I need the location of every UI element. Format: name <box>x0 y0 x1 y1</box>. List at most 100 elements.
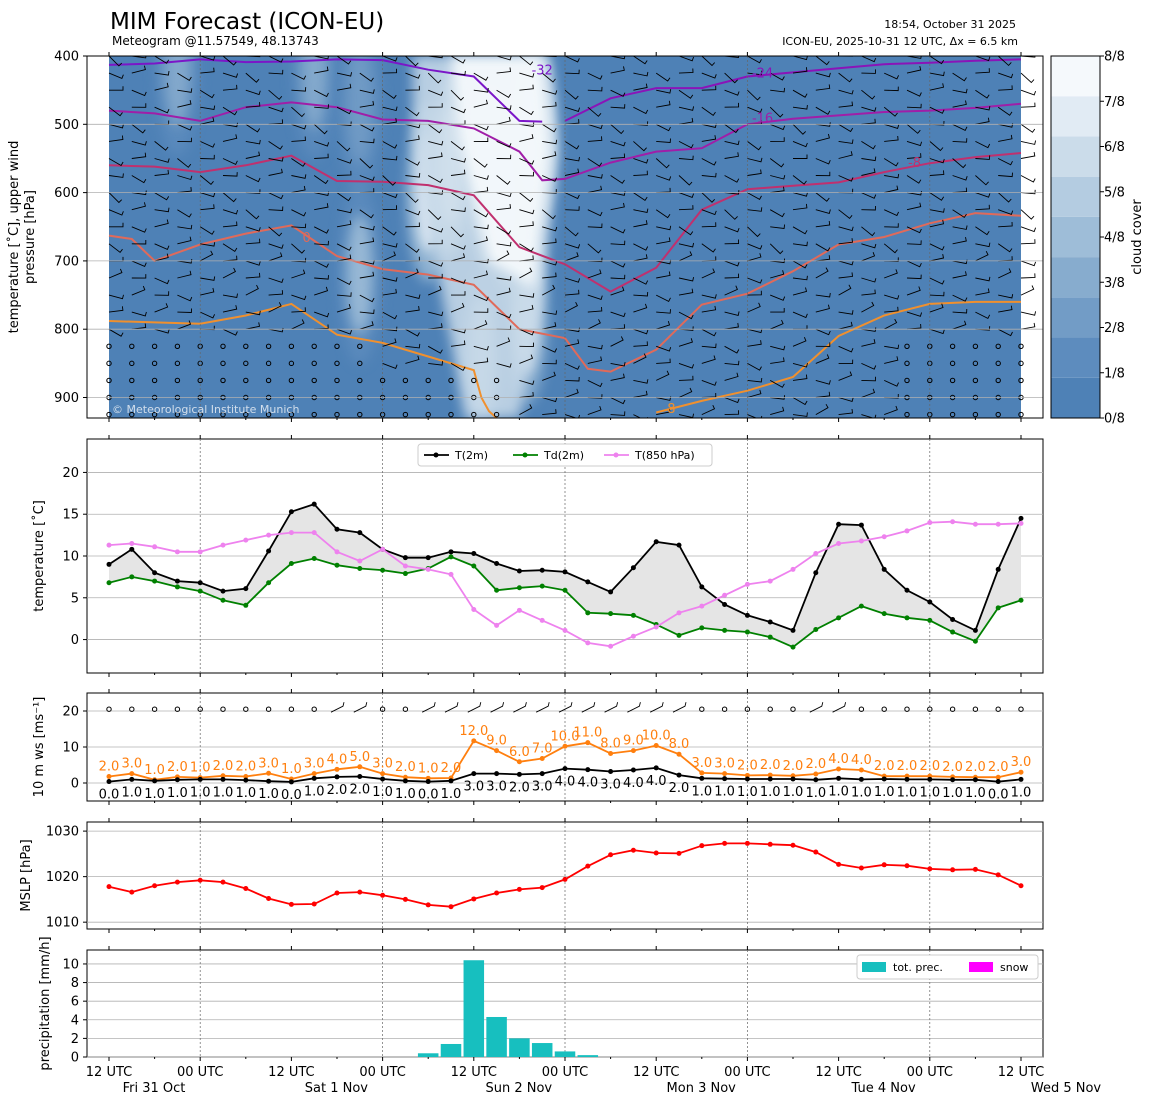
wind-barb <box>108 135 124 142</box>
gust-label: 2.0 <box>235 760 256 775</box>
calm-wind-marker <box>744 706 751 712</box>
wind-barb <box>291 319 305 330</box>
wind-barb <box>929 170 945 176</box>
y-tick-label: 600 <box>54 186 79 201</box>
y-tick-label: 20 <box>62 466 79 481</box>
wind-barb <box>154 141 169 151</box>
wind-barb <box>245 238 261 245</box>
wind-barb <box>975 89 990 99</box>
wind-barb <box>154 158 170 163</box>
data-point <box>425 779 431 785</box>
wind-barb <box>770 345 786 351</box>
wind-barb <box>747 192 762 201</box>
wind-barb <box>678 226 694 236</box>
wind-barb <box>861 106 877 112</box>
colorbar-tick-label: 6/8 <box>1104 140 1125 155</box>
wind-barb <box>109 86 124 91</box>
data-point <box>152 778 158 784</box>
calm-wind-marker <box>220 343 226 349</box>
wind-barb <box>587 306 603 313</box>
wind-barb <box>336 56 352 65</box>
isotherm-label: -24 <box>752 66 773 81</box>
mean-wind-label: 1.0 <box>1011 785 1032 800</box>
wind-barb <box>770 224 786 230</box>
wind-barb <box>770 258 786 264</box>
data-point <box>220 597 226 603</box>
data-point <box>288 901 294 907</box>
wind-barb <box>382 362 398 369</box>
wind-barb <box>108 328 124 337</box>
mean-wind-label: 1.0 <box>144 787 165 802</box>
wind-barb <box>222 221 238 228</box>
wind-barb <box>108 72 124 79</box>
wind-barb <box>450 253 466 262</box>
wind-barb <box>747 377 763 383</box>
data-point <box>174 578 180 584</box>
wind-barb <box>656 271 671 279</box>
wind-barb <box>838 371 853 381</box>
calm-wind-marker <box>151 360 158 367</box>
wind-barb <box>906 240 922 245</box>
wind-barb <box>952 138 968 143</box>
legend-marker <box>522 452 528 458</box>
wind-barb <box>199 175 214 186</box>
data-point <box>836 540 842 546</box>
wind-barb <box>542 226 558 232</box>
wind-barb <box>1020 260 1037 267</box>
wind-barb <box>428 273 443 279</box>
wind-barb <box>291 174 307 179</box>
data-point <box>539 771 545 777</box>
calm-wind-marker <box>949 343 956 349</box>
data-point <box>744 612 750 618</box>
wind-barb <box>815 403 829 415</box>
mean-wind-label: 2.0 <box>509 780 530 795</box>
wind-barb <box>838 359 854 365</box>
wind-barb <box>884 185 899 194</box>
wind-barb <box>792 412 808 417</box>
data-point <box>767 841 773 847</box>
legend-box <box>417 443 713 467</box>
wind-barb <box>291 185 306 194</box>
calm-wind-marker <box>972 706 979 712</box>
wind-barb <box>587 405 602 416</box>
wind-barb <box>222 267 237 279</box>
data-point <box>608 768 614 774</box>
legend-marker <box>433 452 439 458</box>
wind-barb <box>222 192 237 203</box>
data-point <box>950 617 956 623</box>
wind-barb <box>108 123 124 129</box>
data-point <box>448 549 454 555</box>
data-point <box>243 777 249 783</box>
surface-wind-barb <box>535 702 550 713</box>
data-point <box>836 861 842 867</box>
wind-barb <box>473 345 489 351</box>
wind-barb <box>291 209 307 217</box>
wind-barb <box>610 66 625 74</box>
wind-barb <box>222 84 238 91</box>
calm-wind-marker <box>448 377 454 384</box>
wind-barb <box>428 103 443 108</box>
wind-barb <box>701 172 717 178</box>
wind-barb <box>496 67 512 74</box>
wind-barb <box>656 408 671 416</box>
data-point <box>813 627 819 633</box>
calm-wind-marker <box>106 706 112 712</box>
wind-barb <box>861 388 876 398</box>
wind-barb <box>678 192 695 198</box>
gust-label: 2.0 <box>99 760 120 775</box>
y-tick-label: 6 <box>71 995 79 1010</box>
wind-barb <box>952 225 968 230</box>
wind-barb <box>542 409 557 416</box>
wind-barb <box>177 88 193 93</box>
mean-wind-label: 1.0 <box>372 785 393 800</box>
wind-barb <box>382 192 398 199</box>
wind-barb <box>884 123 900 129</box>
wind-barb <box>587 72 603 80</box>
data-point <box>288 561 294 567</box>
wind-barb <box>861 277 877 283</box>
wind-barb <box>314 275 329 280</box>
wind-barb <box>314 153 329 159</box>
wind-barb <box>792 241 808 247</box>
wind-barb <box>884 344 900 350</box>
wind-barb <box>747 389 762 398</box>
